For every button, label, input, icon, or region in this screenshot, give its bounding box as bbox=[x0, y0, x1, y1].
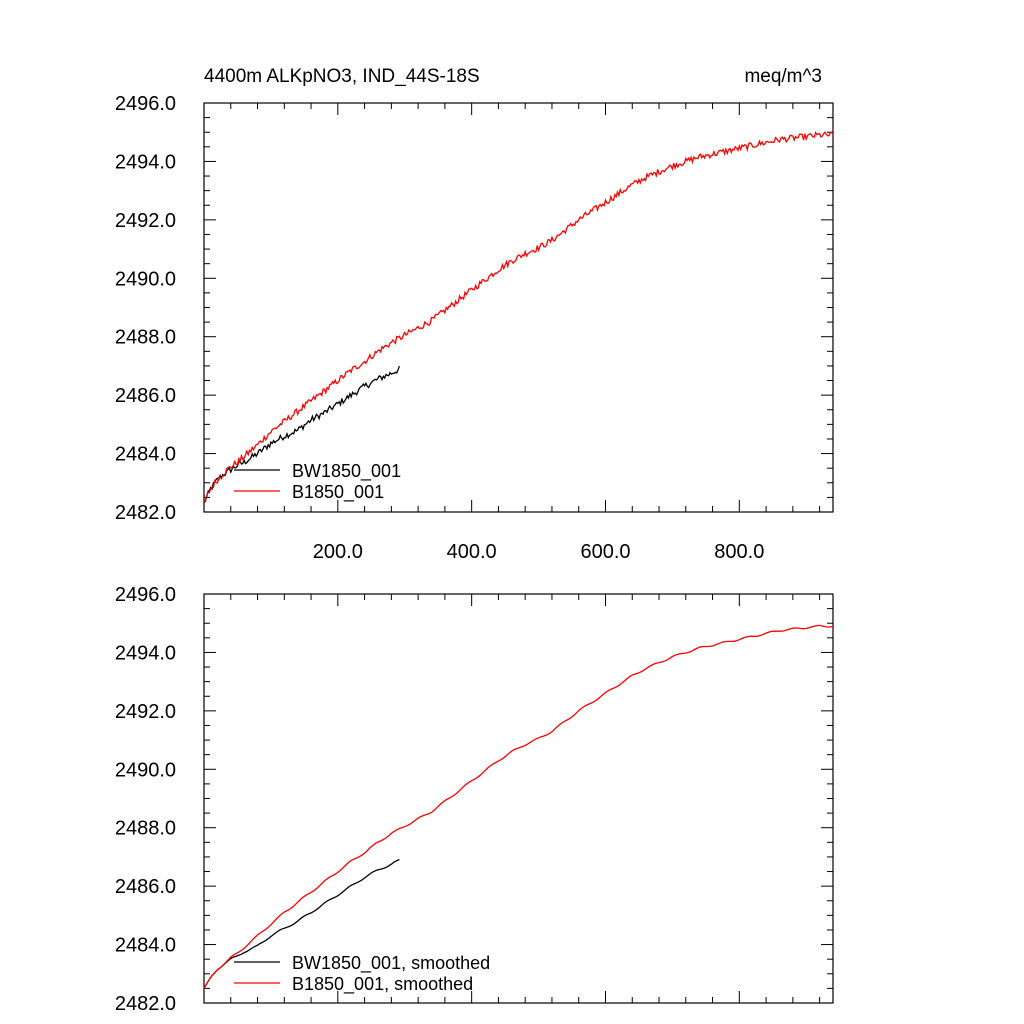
y-tick-label: 2482.0 bbox=[115, 993, 176, 1015]
top-panel: 4400m ALKpNO3, IND_44S-18S meq/m^3 2482.… bbox=[115, 66, 834, 563]
y-tick-label: 2486.0 bbox=[115, 876, 176, 898]
x-tick-label: 200.0 bbox=[313, 541, 363, 563]
legend-label: BW1850_001, smoothed bbox=[292, 953, 490, 974]
y-tick-label: 2490.0 bbox=[115, 759, 176, 781]
x-tick-label: 600.0 bbox=[580, 541, 630, 563]
y-tick-label: 2488.0 bbox=[115, 327, 176, 349]
y-tick-label: 2488.0 bbox=[115, 818, 176, 840]
y-tick-label: 2494.0 bbox=[115, 642, 176, 664]
y-tick-label: 2492.0 bbox=[115, 210, 176, 232]
y-tick-label: 2492.0 bbox=[115, 701, 176, 723]
legend-label: BW1850_001 bbox=[292, 461, 401, 482]
series-line-bw1850 bbox=[203, 858, 400, 989]
y-tick-label: 2484.0 bbox=[115, 444, 176, 466]
y-tick-label: 2490.0 bbox=[115, 268, 176, 290]
chart-title: 4400m ALKpNO3, IND_44S-18S bbox=[204, 66, 480, 87]
units-label: meq/m^3 bbox=[744, 66, 822, 87]
y-tick-label: 2496.0 bbox=[115, 93, 176, 115]
y-tick-label: 2496.0 bbox=[115, 584, 176, 606]
series-line-bw1850 bbox=[203, 365, 401, 503]
plot-frame bbox=[203, 593, 834, 1004]
x-tick-label: 400.0 bbox=[447, 541, 497, 563]
x-tick-label: 800.0 bbox=[714, 541, 764, 563]
legend-label: B1850_001, smoothed bbox=[292, 974, 473, 995]
bottom-panel: 2482.0 2484.0 2486.0 2488.0 2490.0 2492.0 2494… bbox=[115, 584, 834, 1015]
y-tick-label: 2484.0 bbox=[115, 935, 176, 957]
legend-label: B1850_001 bbox=[292, 482, 384, 503]
series-line-b1850 bbox=[203, 131, 834, 503]
y-tick-label: 2486.0 bbox=[115, 385, 176, 407]
series-line-b1850 bbox=[203, 624, 834, 989]
y-tick-label: 2494.0 bbox=[115, 151, 176, 173]
y-tick-label: 2482.0 bbox=[115, 502, 176, 524]
plot-frame bbox=[203, 102, 834, 513]
